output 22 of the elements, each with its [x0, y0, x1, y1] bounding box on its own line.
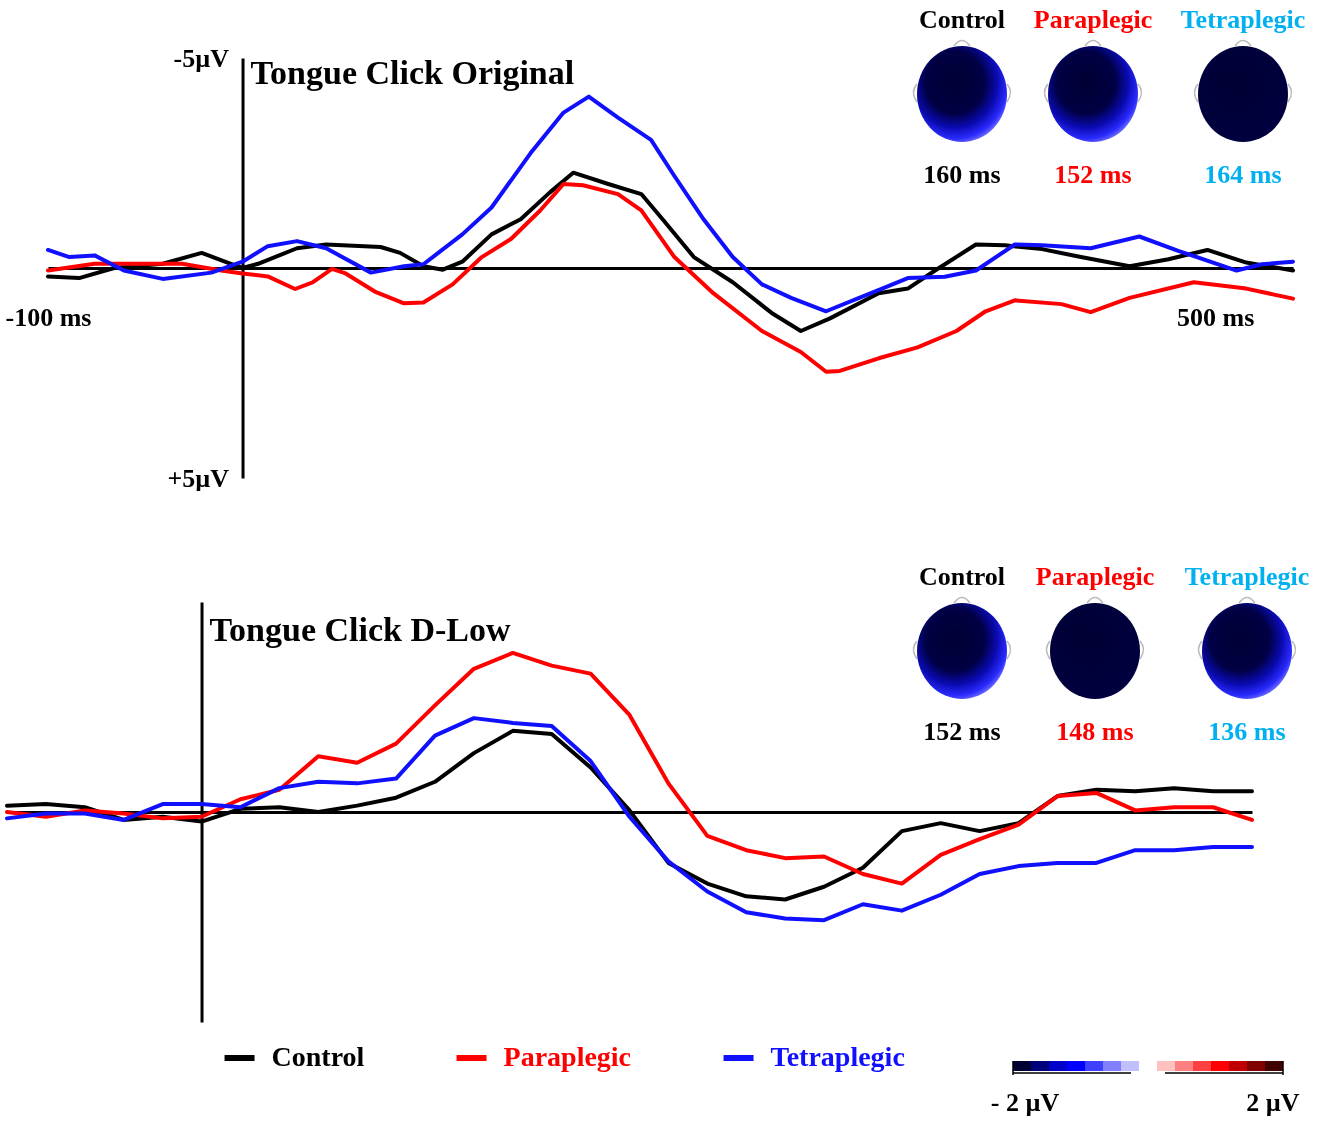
x-tick-label: -100 ms — [5, 302, 92, 332]
x-tick-label: 500 ms — [1177, 302, 1255, 332]
text: 2 µV — [1246, 1088, 1300, 1117]
legend-label: Tetraplegic — [770, 1041, 905, 1072]
annotation: 164 ms — [1204, 160, 1282, 189]
annotation: 136 ms — [1208, 717, 1286, 746]
text: Paraplegic — [1033, 5, 1153, 34]
annotation: 160 ms — [923, 160, 1001, 189]
annotation: 152 ms — [1054, 160, 1132, 189]
legend-label: Paraplegic — [503, 1041, 632, 1072]
y-tick-label: -5µV — [173, 43, 230, 73]
legend-label: Control — [271, 1041, 365, 1072]
chart-title: Tongue Click D-Low — [209, 611, 511, 648]
text: Paraplegic — [1035, 562, 1155, 591]
text: Tetraplegic — [1184, 562, 1310, 591]
text: Control — [918, 562, 1006, 591]
text: - 2 µV — [990, 1088, 1060, 1117]
chart-title: Tongue Click Original — [250, 54, 575, 91]
annotation: 148 ms — [1056, 717, 1134, 746]
annotation: 152 ms — [923, 717, 1001, 746]
text: Tetraplegic — [1180, 5, 1306, 34]
text: Control — [918, 5, 1006, 34]
